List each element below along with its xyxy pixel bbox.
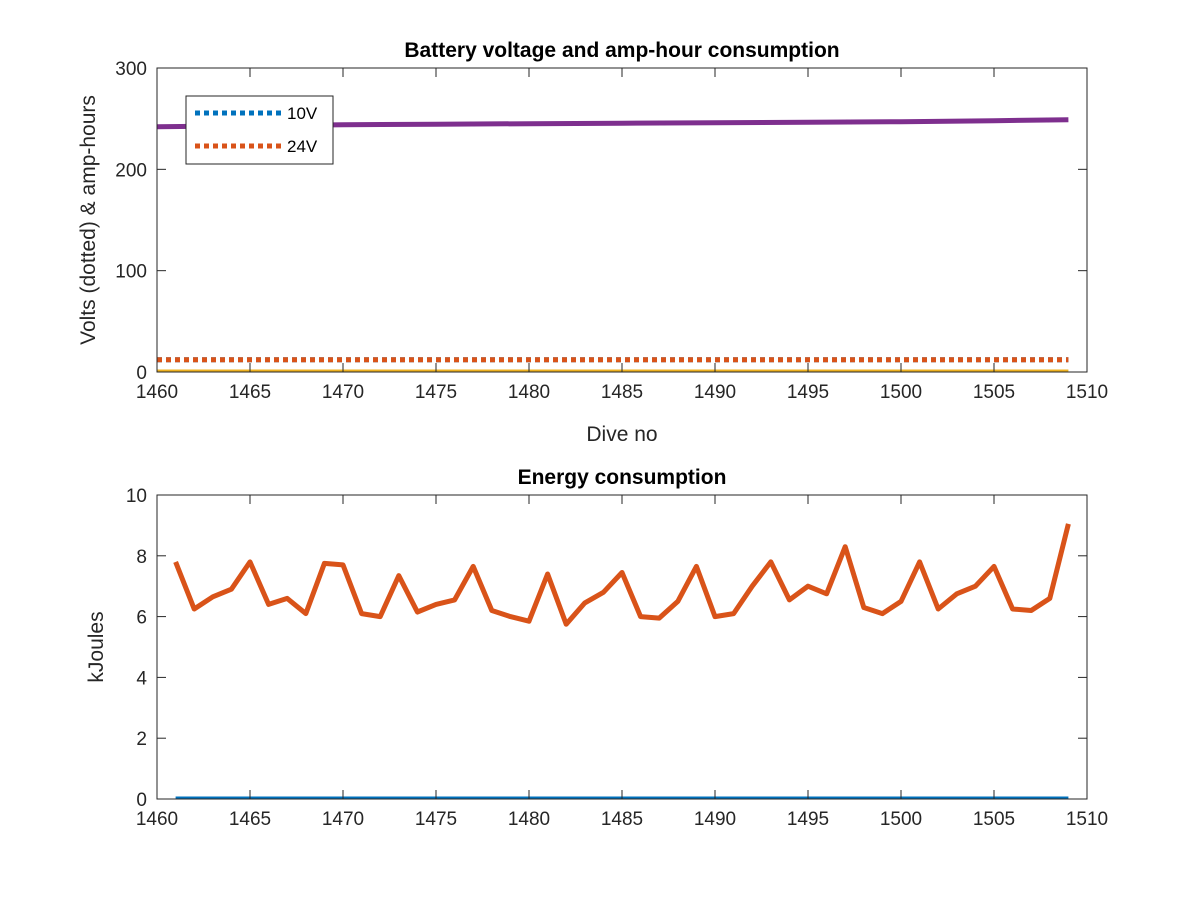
legend-label-24v: 24V (287, 137, 318, 156)
x-tick-label: 1505 (973, 809, 1015, 830)
x-tick-label: 1470 (322, 809, 364, 830)
series-group (173, 523, 1071, 799)
x-tick-label: 1480 (508, 382, 550, 403)
x-tick-label: 1500 (880, 382, 922, 403)
energy-axes: 1460 1465 1470 1475 1480 1485 1490 1495 1500 1505… (85, 466, 1108, 830)
y-tick-label: 2 (136, 729, 147, 750)
y-tick-label: 0 (136, 363, 147, 384)
x-tick-label: 1460 (136, 809, 178, 830)
y-tick-label: 300 (115, 59, 147, 80)
legend-box (185, 95, 334, 165)
x-tick-label: 1485 (601, 382, 643, 403)
x-tick-label: 1510 (1066, 809, 1108, 830)
y-tick-label: 4 (136, 668, 147, 689)
x-tick-label: 1465 (229, 809, 271, 830)
x-tick-label: 1490 (694, 809, 736, 830)
x-tick-label: 1495 (787, 809, 829, 830)
voltage-axes: 1460 1465 1470 1475 1480 1485 1490 1495 1500 1505… (77, 39, 1108, 446)
chart-title: Battery voltage and amp-hour consumption (404, 39, 839, 62)
y-tick-label: 200 (115, 160, 147, 181)
y-tick-label: 6 (136, 608, 147, 629)
x-tick-label: 1500 (880, 809, 922, 830)
y-tick-label: 10 (126, 486, 147, 507)
plot-area (157, 495, 1087, 799)
x-tick-label: 1465 (229, 382, 271, 403)
chart-title: Energy consumption (518, 466, 727, 489)
x-tick-label: 1505 (973, 382, 1015, 403)
x-tick-label: 1470 (322, 382, 364, 403)
legend-label-10v: 10V (287, 104, 318, 123)
x-tick-label: 1475 (415, 809, 457, 830)
series-line-series-1 (173, 523, 1071, 627)
x-tick-label: 1510 (1066, 382, 1108, 403)
x-tick-label: 1460 (136, 382, 178, 403)
x-tick-label: 1475 (415, 382, 457, 403)
x-tick-label: 1480 (508, 809, 550, 830)
y-tick-label: 100 (115, 262, 147, 283)
y-tick-label: 0 (136, 790, 147, 811)
legend: 10V 24V (185, 95, 334, 165)
y-axis-label: kJoules (85, 611, 108, 682)
x-axis-label: Dive no (586, 423, 657, 446)
y-axis-label: Volts (dotted) & amp-hours (77, 95, 100, 345)
x-tick-label: 1485 (601, 809, 643, 830)
y-tick-label: 8 (136, 547, 147, 568)
x-tick-label: 1490 (694, 382, 736, 403)
x-tick-label: 1495 (787, 382, 829, 403)
